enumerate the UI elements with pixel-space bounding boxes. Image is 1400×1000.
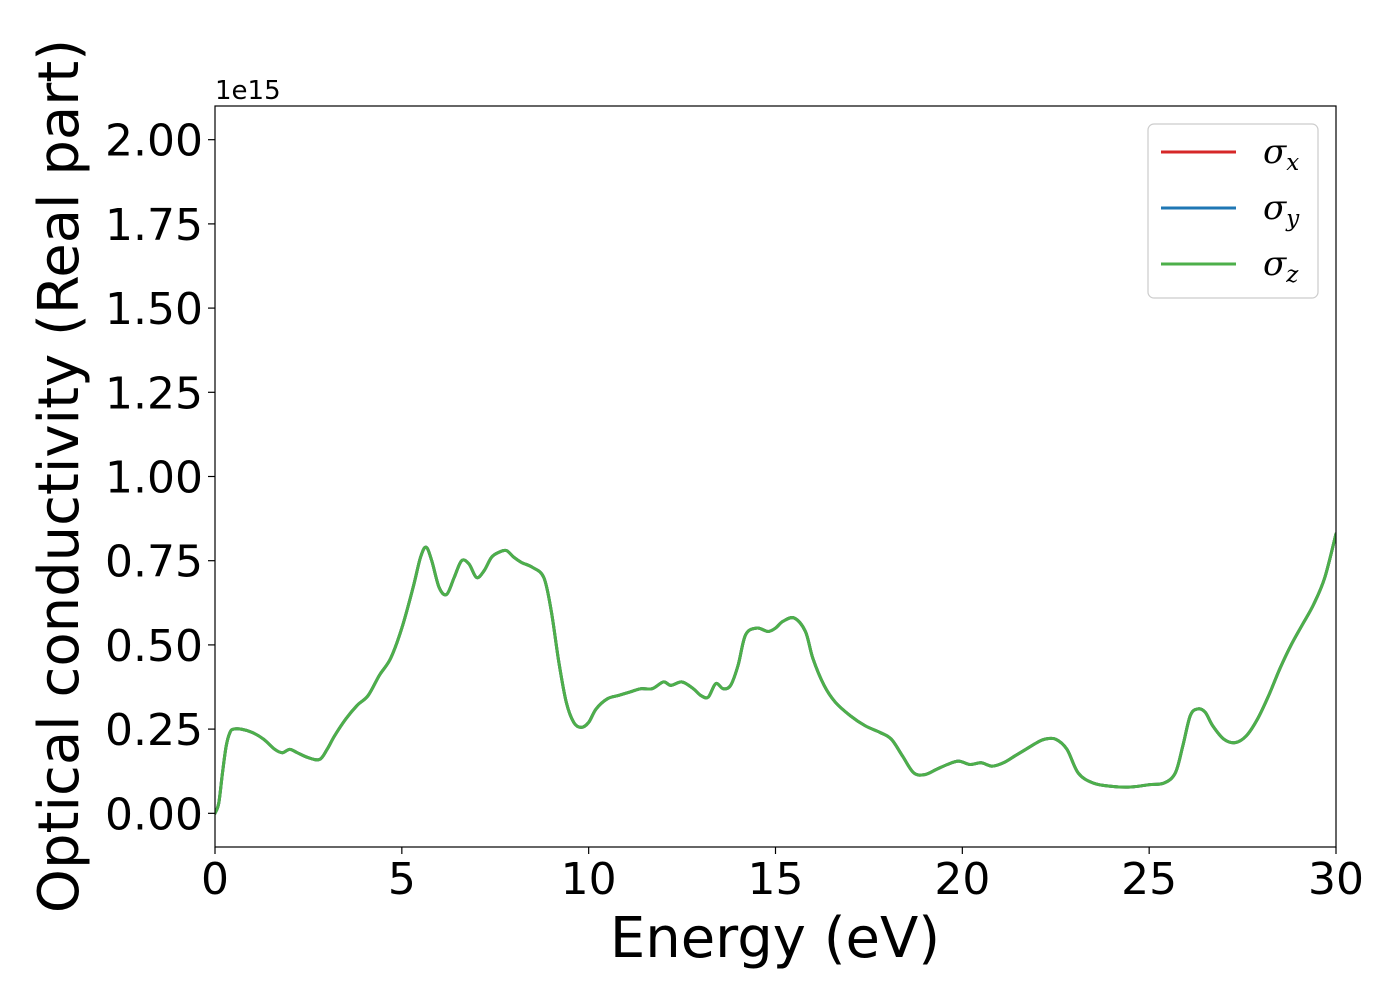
y-axis: 0.00 0.25 0.50 0.75 1.00 1.25 1.50 1.75 2.00 — [105, 116, 215, 840]
y-tick-label: 0.50 — [105, 621, 203, 672]
legend-symbol: σ — [1263, 244, 1287, 284]
legend-frame — [1147, 123, 1319, 299]
series-line-σz — [215, 532, 1336, 815]
x-tick-label: 20 — [934, 854, 990, 905]
x-tick-label: 10 — [561, 854, 617, 905]
x-tick-label: 0 — [201, 854, 229, 905]
legend-subscript: z — [1285, 262, 1299, 288]
y-tick-label: 0.75 — [105, 537, 203, 588]
y-offset-label: 1e15 — [215, 76, 281, 106]
y-tick-label: 1.75 — [105, 200, 203, 251]
legend-subscript: y — [1285, 206, 1300, 232]
y-tick-label: 0.00 — [105, 789, 203, 840]
x-tick-label: 15 — [748, 854, 804, 905]
legend-subscript: x — [1286, 150, 1299, 176]
x-axis-title: Energy (eV) — [610, 906, 940, 971]
y-tick-label: 2.00 — [105, 116, 203, 167]
y-tick-label: 0.25 — [105, 705, 203, 756]
legend-label: σy — [1263, 188, 1300, 232]
x-tick-label: 5 — [388, 854, 416, 905]
x-tick-label: 30 — [1308, 854, 1364, 905]
y-tick-label: 1.50 — [105, 284, 203, 335]
y-tick-label: 1.00 — [105, 453, 203, 504]
legend-label: σz — [1263, 244, 1299, 288]
x-tick-label: 25 — [1121, 854, 1177, 905]
x-axis: 0 5 10 15 20 25 30 — [201, 847, 1364, 905]
legend-symbol: σ — [1263, 188, 1287, 228]
series-layer — [215, 532, 1336, 815]
legend-label: σx — [1263, 132, 1299, 176]
legend-symbol: σ — [1263, 132, 1287, 172]
y-axis-title: Optical conductivity (Real part) — [27, 39, 92, 913]
y-tick-label: 1.25 — [105, 368, 203, 419]
